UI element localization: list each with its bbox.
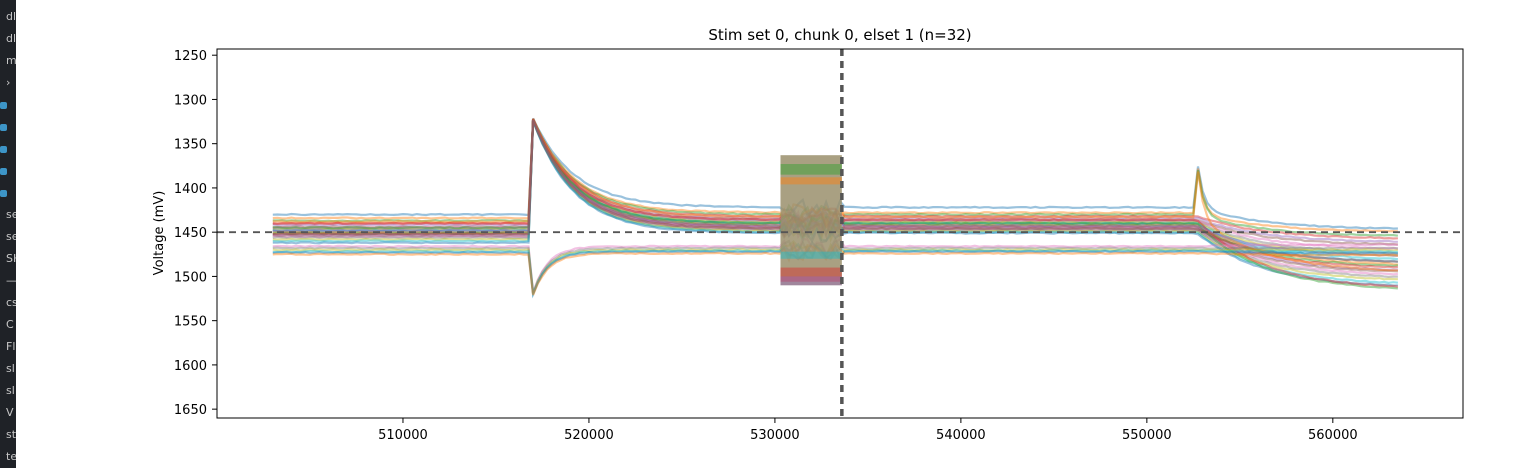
side-strip-item[interactable]: se — [6, 230, 16, 243]
x-tick-label: 530000 — [750, 428, 800, 443]
side-strip-item[interactable]: V — [6, 406, 14, 419]
side-strip-item[interactable]: m — [6, 54, 16, 67]
x-tick-label: 550000 — [1122, 428, 1172, 443]
file-icon[interactable] — [0, 102, 7, 109]
chart-title: Stim set 0, chunk 0, elset 1 (n=32) — [708, 26, 971, 44]
y-tick-label: 1600 — [174, 359, 207, 374]
side-strip-item[interactable]: sl — [6, 384, 15, 397]
y-tick-label: 1500 — [174, 270, 207, 285]
noise-block — [780, 155, 842, 286]
noise-block-group — [780, 155, 842, 286]
reference-lines — [217, 49, 1463, 418]
y-tick-label: 1350 — [174, 138, 207, 153]
noise-band — [780, 164, 842, 175]
y-tick-label: 1650 — [174, 403, 207, 418]
side-strip-item[interactable]: C — [6, 318, 14, 331]
noise-band — [780, 267, 842, 282]
side-strip-item[interactable]: str — [6, 428, 16, 441]
x-tick-label: 560000 — [1308, 428, 1358, 443]
side-strip-item[interactable]: tes — [6, 450, 16, 463]
side-strip-item[interactable]: sl — [6, 362, 15, 375]
x-tick-label: 510000 — [378, 428, 428, 443]
plot-frame — [216, 48, 1464, 419]
noise-band — [780, 276, 842, 286]
y-tick-label: 1250 — [174, 49, 207, 64]
side-strip-item[interactable]: se — [6, 208, 16, 221]
file-icon[interactable] — [0, 146, 7, 153]
x-axis: 510000 520000 530000 540000 550000 560000 — [378, 418, 1358, 443]
side-strip-item[interactable]: SH — [6, 252, 16, 265]
y-axis-label: Voltage (mV) — [152, 191, 167, 276]
side-panel-strip: dl dl m › se se SH — cs C Fl sl sl Vstr tes — [0, 0, 16, 468]
y-tick-label: 1550 — [174, 315, 207, 330]
side-strip-item[interactable]: Fl — [6, 340, 16, 353]
side-strip-item[interactable]: dl — [6, 32, 16, 45]
noise-band — [780, 251, 842, 259]
side-strip-item[interactable]: — — [6, 274, 16, 287]
file-icon[interactable] — [0, 124, 7, 131]
y-tick-label: 1300 — [174, 93, 207, 108]
side-strip-item[interactable]: › — [6, 76, 11, 89]
y-axis: 1250 1300 1350 1400 1450 1500 1550 1600 1650 — [174, 49, 217, 418]
y-tick-label: 1400 — [174, 182, 207, 197]
side-strip-item[interactable]: cs — [6, 296, 16, 309]
side-strip-item[interactable]: dl — [6, 10, 16, 23]
x-tick-label: 540000 — [936, 428, 986, 443]
noise-band — [780, 177, 842, 185]
file-icon[interactable] — [0, 190, 7, 197]
x-tick-label: 520000 — [564, 428, 614, 443]
file-icon[interactable] — [0, 168, 7, 175]
y-tick-label: 1450 — [174, 226, 207, 241]
